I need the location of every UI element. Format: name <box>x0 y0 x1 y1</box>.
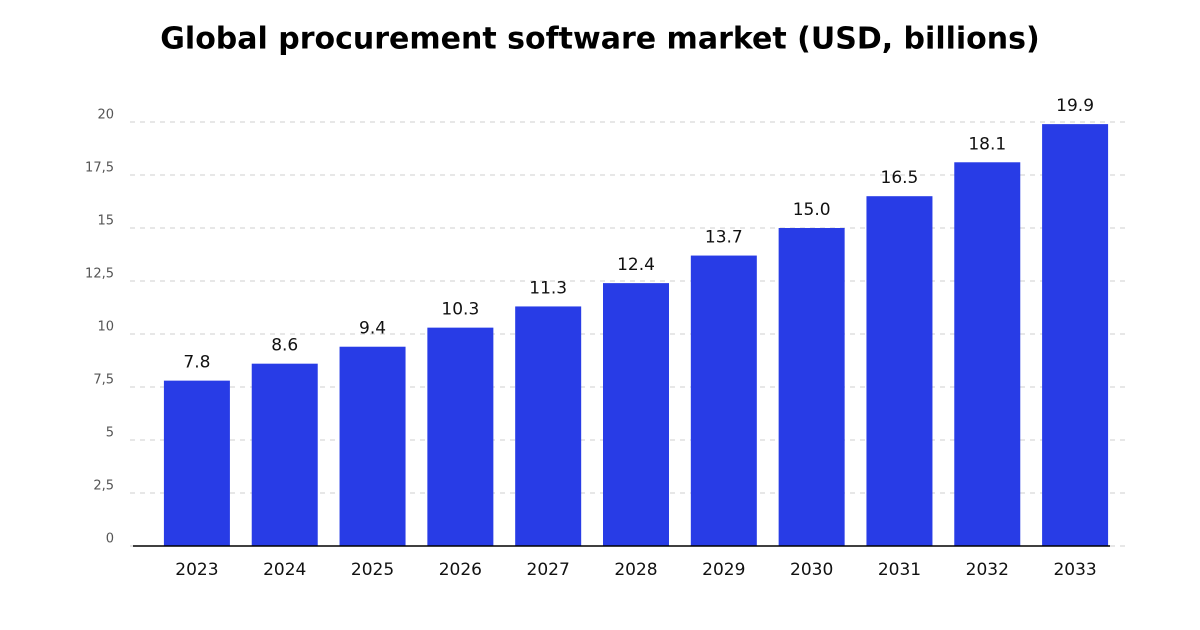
value-label: 8.6 <box>271 336 298 356</box>
x-tick-label: 2027 <box>527 560 570 580</box>
x-tick-label: 2031 <box>878 560 921 580</box>
bar <box>339 346 406 546</box>
bar <box>515 306 582 546</box>
value-label: 12.4 <box>617 255 655 275</box>
x-tick-label: 2024 <box>263 560 306 580</box>
y-tick-label: 10 <box>97 320 114 335</box>
value-label: 7.8 <box>183 353 210 373</box>
x-tick-label: 2028 <box>614 560 657 580</box>
bar <box>690 255 757 546</box>
x-tick-label: 2026 <box>439 560 482 580</box>
value-label: 11.3 <box>529 278 567 298</box>
x-tick-label: 2029 <box>702 560 745 580</box>
bar <box>603 283 669 546</box>
value-label: 10.3 <box>441 300 479 320</box>
bar <box>251 363 318 546</box>
value-label: 19.9 <box>1056 96 1094 116</box>
y-tick-label: 15 <box>97 214 114 229</box>
value-label: 15.0 <box>793 200 831 220</box>
value-label: 18.1 <box>968 134 1006 154</box>
bar <box>427 327 494 546</box>
bar <box>778 228 845 546</box>
x-tick-label: 2030 <box>790 560 833 580</box>
chart-title: Global procurement software market (USD,… <box>160 22 1039 57</box>
value-label: 16.5 <box>881 168 919 188</box>
x-tick-label: 2033 <box>1053 560 1096 580</box>
y-tick-label: 12,5 <box>85 267 114 282</box>
x-tick-label: 2032 <box>966 560 1009 580</box>
bar <box>1042 124 1109 547</box>
y-tick-label: 20 <box>97 108 114 123</box>
y-tick-label: 17,5 <box>85 161 114 176</box>
x-tick-label: 2023 <box>175 560 218 580</box>
x-tick-label: 2025 <box>351 560 394 580</box>
y-tick-label: 2,5 <box>93 479 114 494</box>
bar <box>954 162 1021 546</box>
y-tick-label: 0 <box>106 532 114 547</box>
y-tick-label: 5 <box>106 426 114 441</box>
y-tick-label: 7,5 <box>93 373 114 388</box>
bar <box>866 196 933 546</box>
value-label: 9.4 <box>359 319 386 339</box>
bar <box>163 380 230 546</box>
value-label: 13.7 <box>705 228 743 248</box>
